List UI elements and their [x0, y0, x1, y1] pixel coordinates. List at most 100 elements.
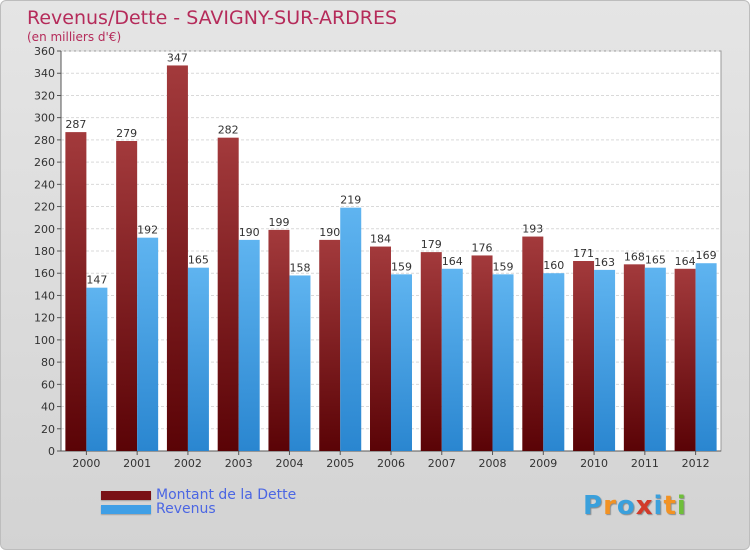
bar-dette	[471, 255, 493, 451]
bar-revenus	[137, 237, 159, 451]
data-label-revenus: 159	[493, 260, 514, 273]
y-tick-label: 240	[34, 178, 55, 191]
logo-letter: r	[603, 491, 617, 521]
data-label-revenus: 163	[594, 256, 615, 269]
y-tick-label: 340	[34, 67, 55, 80]
bar-dette	[268, 229, 290, 451]
bar-revenus	[86, 287, 108, 451]
logo-letter: i	[653, 491, 664, 521]
y-tick-label: 260	[34, 156, 55, 169]
bar-dette	[623, 264, 645, 451]
y-tick-label: 40	[41, 401, 55, 414]
data-label-dette: 171	[573, 247, 594, 260]
data-label-revenus: 169	[696, 249, 717, 262]
data-label-dette: 287	[65, 118, 86, 131]
bar-revenus	[187, 267, 209, 451]
data-label-dette: 279	[116, 127, 137, 140]
logo-letter: t	[663, 491, 677, 521]
data-label-revenus: 190	[239, 226, 260, 239]
y-tick-label: 100	[34, 334, 55, 347]
data-label-revenus: 147	[86, 274, 107, 287]
bar-dette	[217, 137, 239, 451]
chart-subtitle: (en milliers d'€)	[27, 30, 122, 44]
bar-dette	[420, 252, 442, 451]
bar-dette	[370, 246, 391, 451]
y-tick-label: 160	[34, 267, 55, 280]
data-label-dette: 179	[421, 238, 442, 251]
y-tick-label: 180	[34, 245, 55, 258]
bar-dette	[166, 65, 188, 451]
x-tick-label: 2011	[631, 457, 659, 470]
data-label-revenus: 165	[188, 254, 209, 267]
bar-revenus	[391, 274, 412, 451]
x-tick-label: 2000	[72, 457, 100, 470]
x-tick-label: 2004	[275, 457, 303, 470]
data-label-dette: 184	[370, 233, 391, 246]
bar-dette	[674, 268, 696, 451]
y-tick-label: 300	[34, 112, 55, 125]
chart-title: Revenus/Dette - SAVIGNY-SUR-ARDRES	[27, 7, 398, 29]
x-tick-label: 2003	[225, 457, 253, 470]
bar-revenus	[441, 268, 463, 451]
data-label-dette: 193	[522, 223, 543, 236]
legend-item-revenus: Revenus	[101, 501, 216, 517]
y-tick-label: 220	[34, 201, 55, 214]
y-tick-label: 200	[34, 223, 55, 236]
data-label-revenus: 219	[340, 194, 361, 207]
legend-swatch-dette	[101, 490, 151, 500]
bar-revenus	[492, 274, 514, 451]
data-label-revenus: 164	[442, 255, 463, 268]
x-tick-label: 2009	[529, 457, 557, 470]
data-label-dette: 164	[675, 255, 696, 268]
data-label-revenus: 158	[289, 261, 310, 274]
bar-dette	[319, 239, 341, 451]
x-tick-label: 2001	[123, 457, 151, 470]
bar-revenus	[289, 275, 311, 451]
bar-dette	[522, 236, 544, 451]
legend-label-revenus: Revenus	[156, 501, 216, 517]
bar-dette	[573, 261, 595, 451]
bar-revenus	[543, 273, 565, 451]
x-tick-label: 2002	[174, 457, 202, 470]
data-label-revenus: 159	[391, 260, 412, 273]
legend-item-dette: Montant de la Dette	[101, 487, 296, 503]
data-label-dette: 176	[472, 241, 493, 254]
y-tick-label: 0	[48, 445, 55, 458]
proxiti-logo: Proxiti	[583, 491, 687, 521]
y-tick-label: 360	[34, 45, 55, 58]
x-tick-label: 2005	[326, 457, 354, 470]
y-tick-label: 80	[41, 356, 55, 369]
y-tick-label: 60	[41, 378, 55, 391]
legend-label-dette: Montant de la Dette	[156, 487, 297, 503]
bar-revenus	[340, 207, 362, 451]
x-tick-label: 2012	[682, 457, 710, 470]
data-label-dette: 168	[624, 250, 645, 263]
bar-revenus	[238, 239, 260, 451]
y-tick-label: 20	[41, 423, 55, 436]
x-tick-label: 2006	[377, 457, 405, 470]
y-tick-label: 280	[34, 134, 55, 147]
x-tick-label: 2010	[580, 457, 608, 470]
data-label-revenus: 160	[543, 259, 564, 272]
bar-dette	[116, 141, 138, 451]
legend-swatch-revenus	[101, 504, 151, 514]
logo-letter: o	[616, 491, 636, 521]
logo-letter: P	[583, 491, 604, 521]
x-tick-label: 2008	[479, 457, 507, 470]
logo-letter: i	[676, 491, 687, 521]
logo-letter: x	[635, 491, 654, 521]
data-label-revenus: 165	[645, 254, 666, 267]
y-tick-label: 320	[34, 89, 55, 102]
x-tick-label: 2007	[428, 457, 456, 470]
bar-revenus	[594, 269, 616, 451]
data-label-dette: 347	[167, 51, 188, 64]
y-tick-label: 120	[34, 312, 55, 325]
bar-dette	[65, 132, 87, 451]
y-tick-label: 140	[34, 289, 55, 302]
data-label-revenus: 192	[137, 224, 158, 237]
bar-revenus	[695, 263, 717, 451]
data-label-dette: 190	[319, 226, 340, 239]
data-label-dette: 282	[218, 124, 239, 137]
